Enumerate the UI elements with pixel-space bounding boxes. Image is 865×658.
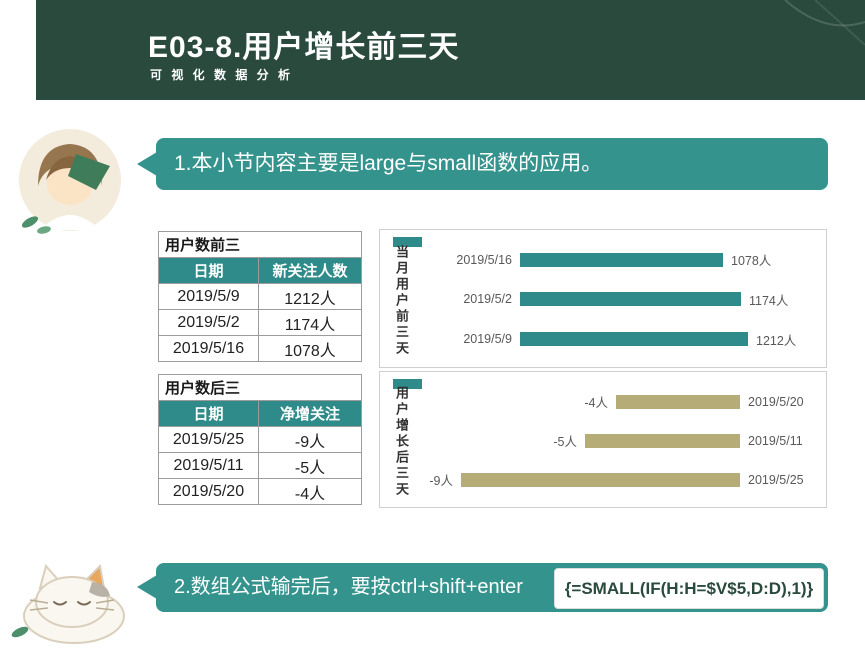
avatar-cat-illustration <box>8 550 134 650</box>
avatar-character-illustration <box>14 126 126 238</box>
header-banner: E03-8.用户增长前三天 可 视 化 数 据 分 析 <box>36 0 865 100</box>
data-label: 1078人 <box>731 254 772 269</box>
data-label: -5人 <box>553 435 577 449</box>
chart-plot-area: 2019/5/16 1078人 2019/5/2 1174人 2019/5/9 1212人 <box>438 240 818 359</box>
note-1-bubble: 1.本小节内容主要是large与small函数的应用。 <box>137 138 828 190</box>
column-header-value: 新关注人数 <box>257 257 363 284</box>
cell-date: 2019/5/16 <box>158 335 259 362</box>
table-header-row: 日期 新关注人数 <box>158 257 363 284</box>
cat-illustration <box>11 563 125 644</box>
axis-category-label: 2019/5/9 <box>463 332 512 347</box>
table-row: 2019/5/20 -4人 <box>158 478 363 505</box>
legend-swatch <box>393 237 422 247</box>
axis-category-label: 2019/5/11 <box>748 433 803 448</box>
chart-bar-row: -5人 2019/5/11 <box>438 431 818 450</box>
note-2-text: 2.数组公式输完后，要按ctrl+shift+enter <box>174 576 523 598</box>
column-header-value: 净增关注 <box>257 400 363 427</box>
chart-bar-row: -4人 2019/5/20 <box>438 392 818 411</box>
table-row: 2019/5/2 1174人 <box>158 309 363 336</box>
cell-date: 2019/5/25 <box>158 426 259 453</box>
note-1-text: 1.本小节内容主要是large与small函数的应用。 <box>174 152 603 175</box>
column-header-date: 日期 <box>158 400 259 427</box>
table-row: 2019/5/25 -9人 <box>158 426 363 453</box>
formula-box: {=SMALL(IF(H:H=$V$5,D:D),1)} <box>554 568 824 609</box>
cell-date: 2019/5/20 <box>158 478 259 505</box>
data-label: 1212人 <box>756 333 797 348</box>
data-bar <box>520 252 723 267</box>
cell-value: -4人 <box>257 478 363 505</box>
table-title: 用户数前三 <box>157 231 363 258</box>
data-bar <box>616 394 740 409</box>
table-row: 2019/5/16 1078人 <box>158 335 363 362</box>
chart-axis-title: 用户增长后三天 <box>394 386 409 499</box>
table-row: 2019/5/11 -5人 <box>158 452 363 479</box>
data-label: 1174人 <box>749 293 789 308</box>
chart-bar-row: 2019/5/2 1174人 <box>438 290 818 309</box>
cell-value: 1078人 <box>257 335 363 362</box>
data-bar <box>461 472 740 487</box>
note-2-bubble: 2.数组公式输完后，要按ctrl+shift+enter {=SMALL(IF(… <box>137 563 828 612</box>
page-title: E03-8.用户增长前三天 <box>148 31 460 64</box>
cell-date: 2019/5/11 <box>158 452 259 479</box>
cell-value: 1212人 <box>257 283 363 310</box>
legend-swatch <box>393 379 422 389</box>
cell-date: 2019/5/2 <box>158 309 259 336</box>
column-header-date: 日期 <box>158 257 259 284</box>
cell-value: -9人 <box>257 426 363 453</box>
data-label: -9人 <box>429 474 453 488</box>
bottom-three-table: 用户数后三 日期 净增关注 2019/5/25 -9人 2019/5/11 -5… <box>157 374 363 505</box>
axis-category-label: 2019/5/16 <box>456 252 512 267</box>
table-row: 2019/5/9 1212人 <box>158 283 363 310</box>
top-three-table: 用户数前三 日期 新关注人数 2019/5/9 1212人 2019/5/2 1… <box>157 231 363 362</box>
top-three-bar-chart: 当月用户前三天 2019/5/16 1078人 2019/5/2 1174人 2019/… <box>379 229 827 368</box>
formula-text: {=SMALL(IF(H:H=$V$5,D:D),1)} <box>564 578 814 598</box>
cell-date: 2019/5/9 <box>158 283 259 310</box>
chart-bar-row: 2019/5/9 1212人 <box>438 330 818 349</box>
data-bar <box>520 292 741 307</box>
chart-axis-title: 当月用户前三天 <box>394 245 409 358</box>
table-title-row: 用户数前三 <box>157 231 363 258</box>
cell-value: 1174人 <box>257 309 363 336</box>
data-label: -4人 <box>584 396 608 410</box>
chart-bar-row: -9人 2019/5/25 <box>429 470 818 489</box>
cell-value: -5人 <box>257 452 363 479</box>
page-subtitle: 可 视 化 数 据 分 析 <box>150 68 294 82</box>
chart-bar-row: 2019/5/16 1078人 <box>438 250 818 269</box>
table-header-row: 日期 净增关注 <box>158 400 363 427</box>
table-title-row: 用户数后三 <box>157 374 363 401</box>
header-decoration <box>784 0 865 46</box>
data-bar <box>520 332 748 347</box>
table-title: 用户数后三 <box>157 374 363 401</box>
axis-category-label: 2019/5/25 <box>748 472 804 487</box>
axis-category-label: 2019/5/20 <box>748 394 804 409</box>
chart-plot-area: -4人 2019/5/20 -5人 2019/5/11 -9人 2019/5/25 <box>429 382 818 499</box>
data-bar <box>585 433 740 448</box>
growth-bottom-three-bar-chart: 用户增长后三天 -4人 2019/5/20 -5人 2019/5/11 -9人 2019/… <box>379 371 827 508</box>
character-illustration <box>19 129 121 234</box>
axis-category-label: 2019/5/2 <box>463 292 512 307</box>
